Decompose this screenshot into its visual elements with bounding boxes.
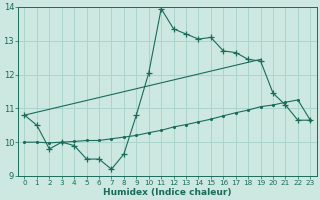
X-axis label: Humidex (Indice chaleur): Humidex (Indice chaleur) [103,188,232,197]
